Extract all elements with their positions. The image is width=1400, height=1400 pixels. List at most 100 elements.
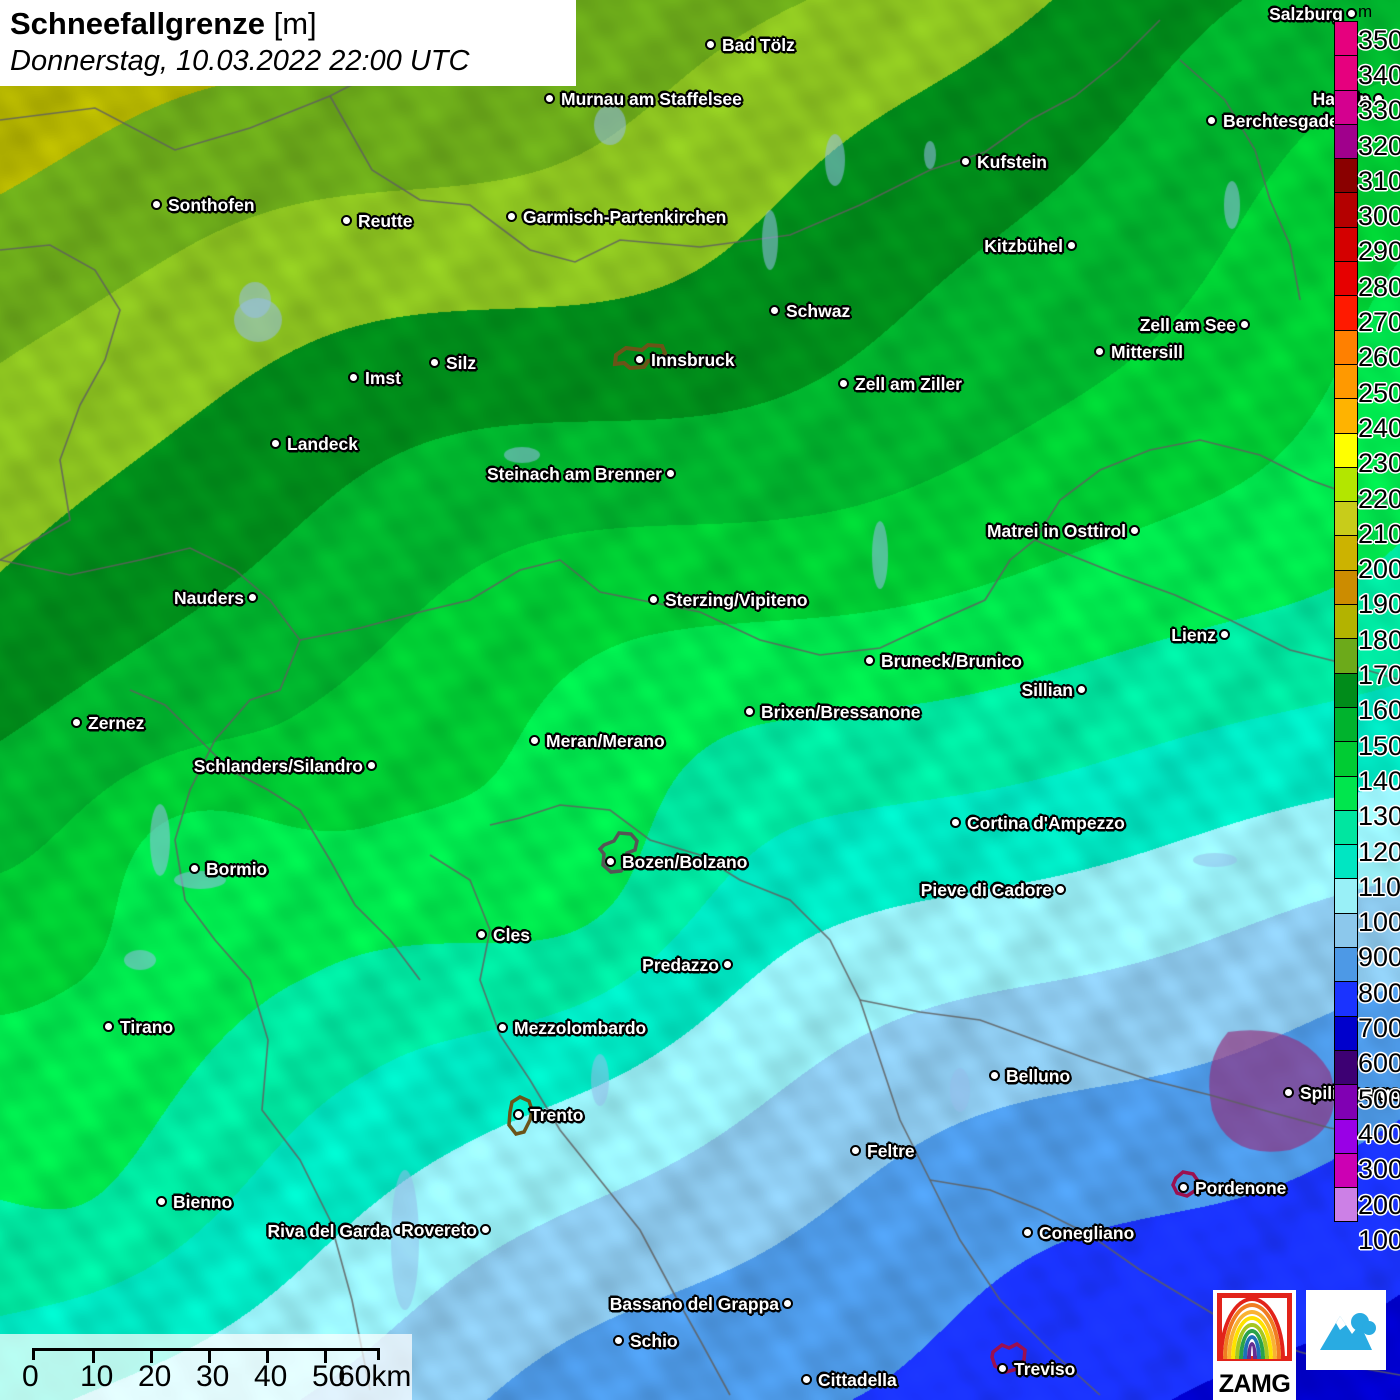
legend-swatch: [1334, 295, 1358, 331]
legend-swatch: [1334, 1152, 1358, 1189]
legend-swatch: [1334, 192, 1358, 228]
city-label: Nauders: [173, 588, 244, 608]
legend-label: 400: [1358, 1118, 1400, 1149]
city-dot-icon: [341, 215, 352, 226]
legend-swatch: [1334, 1015, 1358, 1051]
legend-label: 3100: [1358, 165, 1400, 196]
legend-swatch: [1334, 55, 1358, 91]
city-dot-icon: [506, 211, 517, 222]
legend-label: 900: [1358, 942, 1400, 973]
forecast-timestamp: Donnerstag, 10.03.2022 22:00 UTC: [10, 45, 470, 77]
legend-swatch: [1334, 535, 1358, 571]
legend-label: 2600: [1358, 342, 1400, 373]
city-label: Schwaz: [786, 301, 851, 321]
legend-swatch: [1334, 809, 1358, 846]
city-dot-icon: [497, 1022, 508, 1033]
legend-label: 1700: [1358, 660, 1400, 691]
legend-swatch: [1334, 1049, 1358, 1086]
city-dot-icon: [1076, 684, 1087, 695]
scale-bar-label: 50: [312, 1360, 346, 1393]
city-dot-icon: [722, 959, 733, 970]
legend-swatch: [1334, 981, 1358, 1017]
city-label: Lienz: [1171, 625, 1216, 645]
legend-swatch: [1334, 261, 1358, 297]
city-dot-icon: [605, 856, 616, 867]
city-dot-icon: [103, 1021, 114, 1032]
legend-swatch: [1334, 947, 1358, 983]
city-dot-icon: [476, 929, 487, 940]
city-dot-icon: [950, 817, 961, 828]
city-label: Bruneck/Brunico: [881, 651, 1022, 671]
scale-bar-label: 30: [196, 1360, 230, 1393]
legend-label: 700: [1358, 1013, 1400, 1044]
legend-label: 2900: [1358, 236, 1400, 267]
zamg-logo-text: ZAMG: [1218, 1370, 1291, 1398]
city-dot-icon: [960, 156, 971, 167]
legend-label: 1300: [1358, 801, 1400, 832]
legend-label: 3000: [1358, 201, 1400, 232]
city-label: Schlanders/Silandro: [193, 756, 363, 776]
city-label: Murnau am Staffelsee: [561, 89, 742, 109]
weather-app-logo[interactable]: [1306, 1290, 1386, 1370]
legend-swatch: [1334, 878, 1358, 914]
city-label: Coneglianо: [1039, 1223, 1135, 1243]
city-dot-icon: [189, 863, 200, 874]
city-label: Reutte: [358, 211, 413, 231]
scale-bar-tick: [265, 1351, 269, 1363]
city-dot-icon: [529, 735, 540, 746]
legend-label: 800: [1358, 977, 1400, 1008]
city-label: Sillian: [1021, 680, 1073, 700]
legend-swatch: [1334, 432, 1358, 468]
scale-bar-label: 40: [254, 1360, 288, 1393]
city-dot-icon: [705, 39, 716, 50]
city-label: Mittersill: [1111, 342, 1183, 362]
legend-label: 2400: [1358, 412, 1400, 443]
city-dot-icon: [1129, 525, 1140, 536]
city-dot-icon: [989, 1070, 1000, 1081]
legend-label: 100: [1358, 1224, 1400, 1255]
city-label: Belluno: [1006, 1066, 1071, 1086]
city-dot-icon: [156, 1196, 167, 1207]
city-dot-icon: [1178, 1182, 1189, 1193]
city-label: Steinach am Brenner: [486, 464, 662, 484]
city-label: Silz: [446, 353, 477, 373]
legend-label: 3200: [1358, 130, 1400, 161]
city-label: Landeck: [287, 434, 358, 454]
city-label: Zernez: [88, 713, 145, 733]
city-dot-icon: [1094, 346, 1105, 357]
city-dot-icon: [1066, 240, 1077, 251]
title-unit: [m]: [273, 6, 317, 41]
zamg-logo[interactable]: ZAMG: [1213, 1290, 1296, 1400]
city-dot-icon: [71, 717, 82, 728]
city-dot-icon: [429, 357, 440, 368]
legend-swatch: [1334, 226, 1358, 263]
legend-swatch: [1334, 89, 1358, 125]
scale-bar-label: 10: [80, 1360, 114, 1393]
city-label: Predazzo: [642, 955, 719, 975]
legend-label: 2500: [1358, 377, 1400, 408]
scale-bar-label: 0: [22, 1360, 39, 1393]
city-label: Mezzolombardo: [514, 1018, 647, 1038]
legend-swatch: [1334, 1187, 1358, 1223]
city-dot-icon: [850, 1145, 861, 1156]
legend-label: 2000: [1358, 554, 1400, 585]
legend-swatch: [1334, 672, 1358, 708]
legend-color-bar[interactable]: [1334, 21, 1358, 1223]
city-label: Sonthofen: [168, 195, 255, 215]
legend-label: 200: [1358, 1189, 1400, 1220]
city-dot-icon: [513, 1109, 524, 1120]
mountain-cloud-icon: [1320, 1313, 1376, 1350]
legend-label: 2700: [1358, 307, 1400, 338]
city-label: Bormio: [206, 859, 268, 879]
legend-swatch: [1334, 1118, 1358, 1154]
rainbow-icon: [1219, 1295, 1285, 1359]
city-label: Bienno: [173, 1192, 233, 1212]
legend-swatch: [1334, 466, 1358, 503]
city-label: Brixen/Bressanone: [761, 702, 921, 722]
legend-swatch: [1334, 775, 1358, 811]
city-label: Innsbruck: [651, 350, 735, 370]
title-parameter: Schneefallgrenze: [10, 6, 265, 41]
logo-group: ZAMG: [1213, 1290, 1386, 1400]
